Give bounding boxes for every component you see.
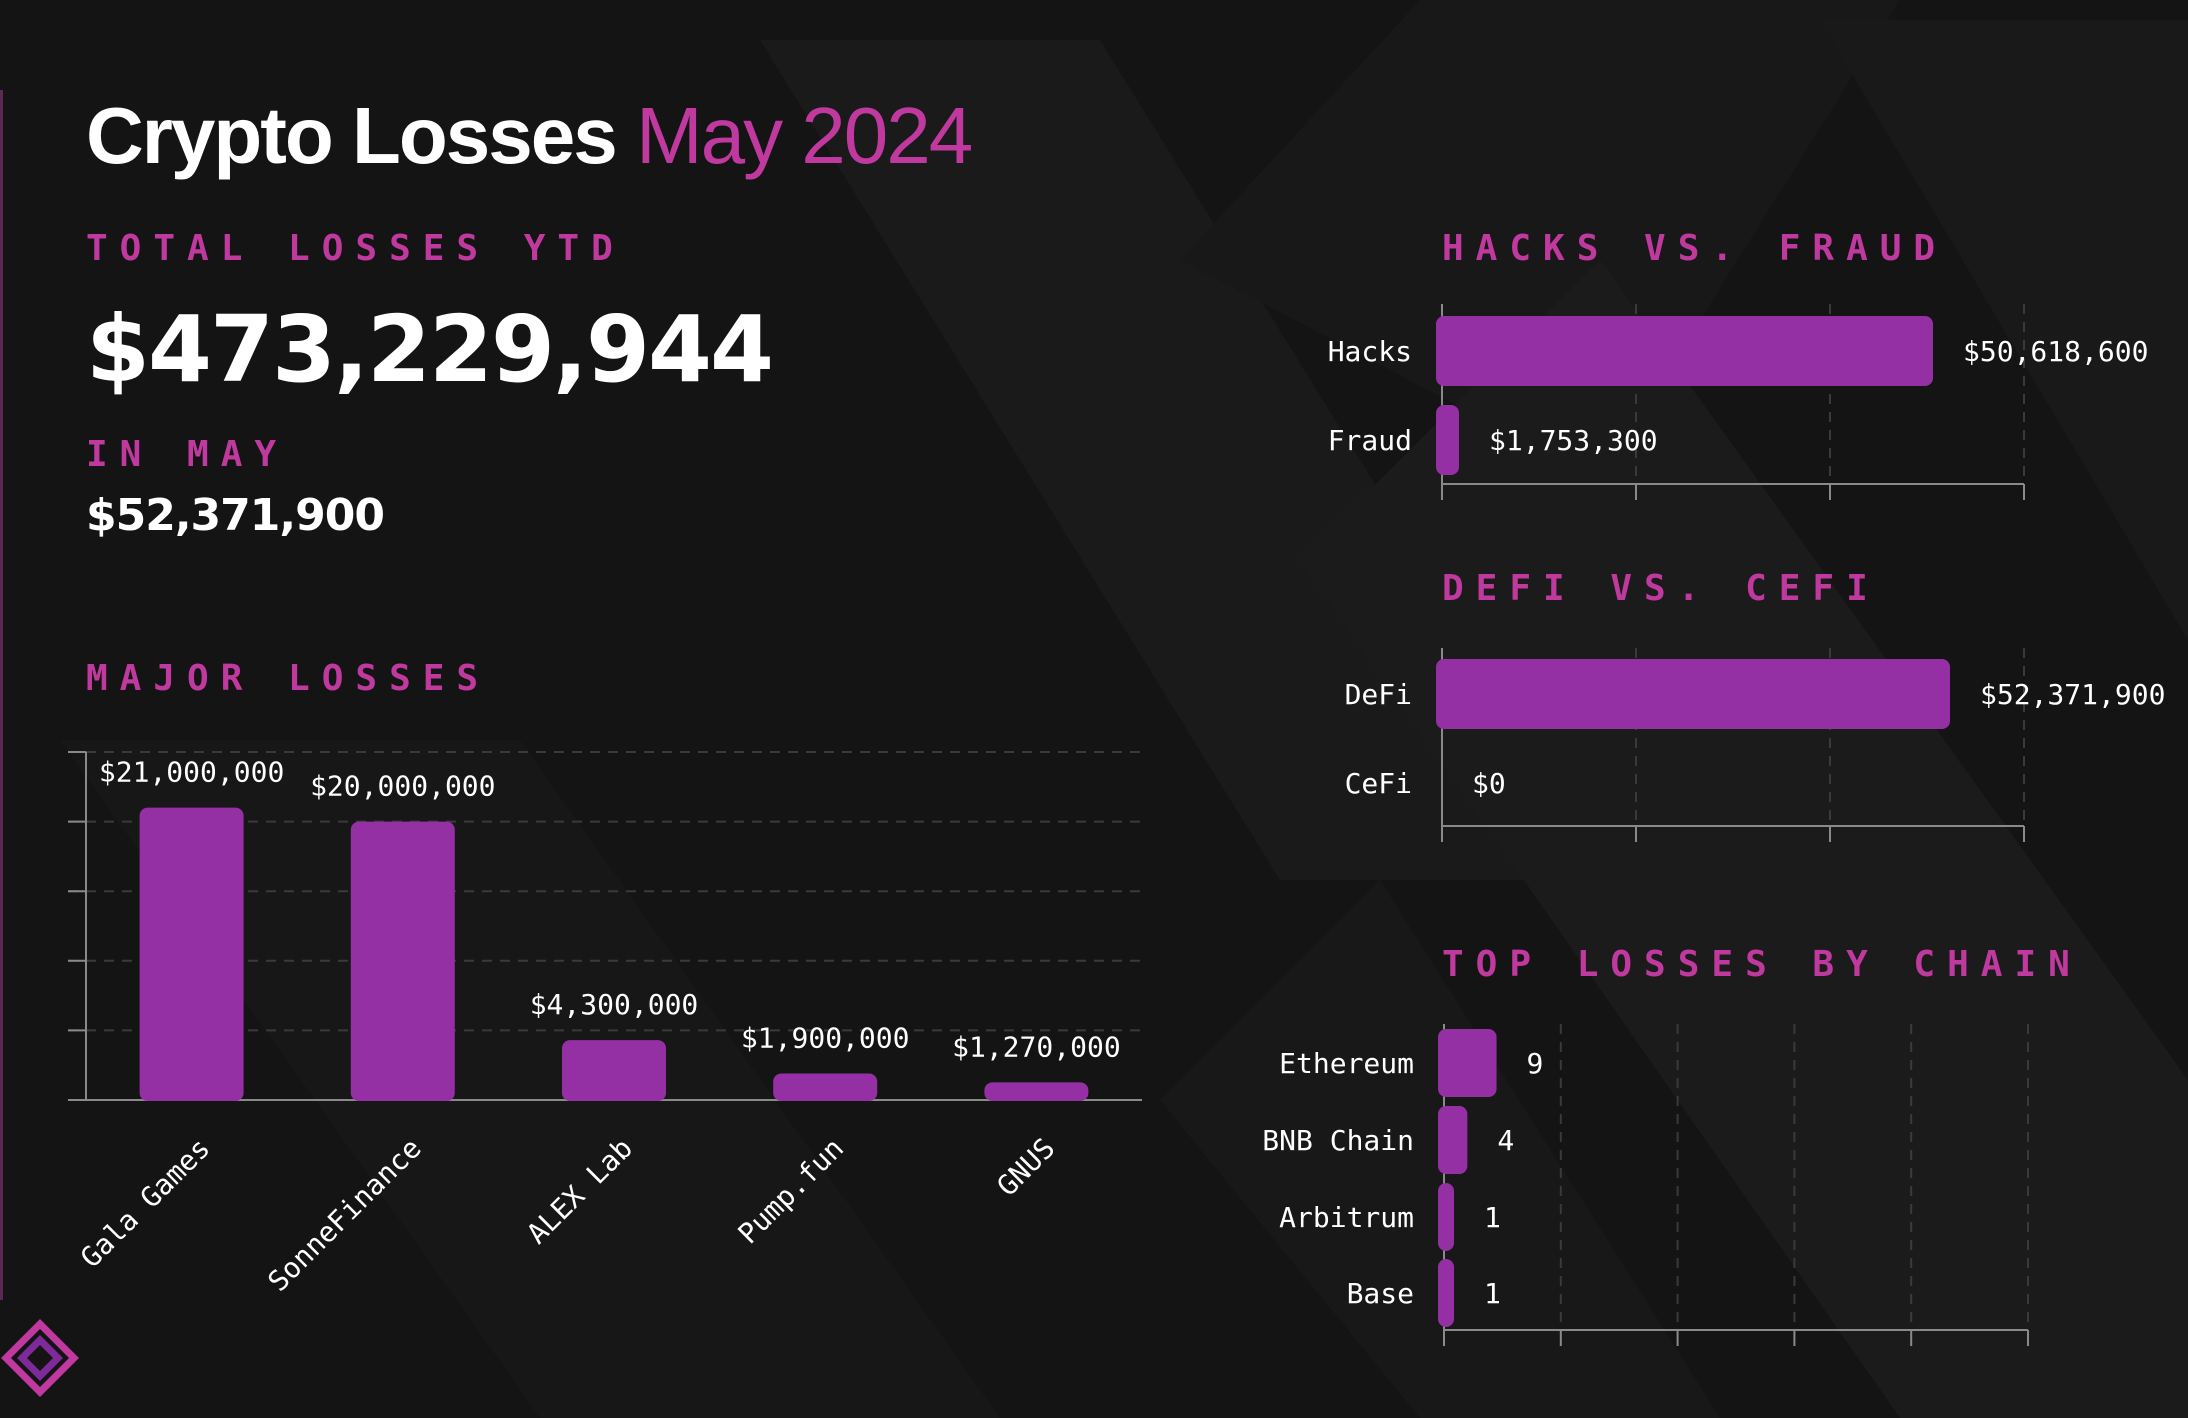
month-value: $52,371,900: [86, 490, 385, 541]
hacks-fraud-title: HACKS VS. FRAUD: [1442, 228, 1948, 269]
bar-sonnefinance: [350, 821, 455, 1101]
data-label: $21,000,000: [99, 756, 284, 789]
y-tick-label: Fraud: [1328, 424, 1412, 457]
bar-pump-fun: [773, 1073, 878, 1101]
data-label: 4: [1497, 1124, 1514, 1157]
data-label: 1: [1484, 1201, 1501, 1234]
data-label: 1: [1484, 1277, 1501, 1310]
data-label: $52,371,900: [1980, 678, 2165, 711]
bar-base: [1438, 1259, 1454, 1327]
bar-arbitrum: [1438, 1183, 1454, 1251]
y-tick-label: CeFi: [1345, 767, 1412, 800]
major-losses-title: MAJOR LOSSES: [86, 658, 491, 699]
data-label: $20,000,000: [310, 770, 495, 803]
bar-bnb-chain: [1438, 1106, 1468, 1174]
bar-hacks: [1436, 316, 1934, 386]
y-tick-label: Hacks: [1328, 335, 1412, 368]
y-tick-label: Arbitrum: [1279, 1201, 1414, 1234]
page-title: Crypto Losses May 2024: [86, 90, 973, 182]
ytd-label: TOTAL LOSSES YTD: [86, 228, 625, 269]
y-tick-label: Ethereum: [1279, 1047, 1414, 1080]
defi-cefi-title: DEFI VS. CEFI: [1442, 568, 1880, 609]
data-label: $50,618,600: [1963, 335, 2148, 368]
data-label: $1,270,000: [952, 1030, 1121, 1063]
bar-fraud: [1436, 405, 1460, 475]
bar-ethereum: [1438, 1029, 1497, 1097]
bar-gnus: [984, 1082, 1089, 1101]
data-label: $4,300,000: [530, 988, 699, 1021]
left-border-line: [0, 90, 3, 1300]
title-accent: May 2024: [635, 91, 973, 180]
data-label: $0: [1472, 767, 1506, 800]
data-label: $1,900,000: [741, 1022, 910, 1055]
bar-alex-lab: [562, 1040, 666, 1101]
chain-title: TOP LOSSES BY CHAIN: [1442, 944, 2082, 985]
data-label: 9: [1527, 1047, 1544, 1080]
month-label: IN MAY: [86, 434, 289, 475]
data-label: $1,753,300: [1489, 424, 1658, 457]
ytd-value: $473,229,944: [86, 296, 774, 403]
y-tick-label: DeFi: [1345, 678, 1412, 711]
bar-gala-games: [139, 807, 244, 1101]
title-main: Crypto Losses: [86, 91, 618, 180]
y-tick-label: BNB Chain: [1262, 1124, 1414, 1157]
brand-logo-icon: [1, 1319, 79, 1397]
y-tick-label: Base: [1347, 1277, 1414, 1310]
bar-defi: [1436, 659, 1951, 729]
